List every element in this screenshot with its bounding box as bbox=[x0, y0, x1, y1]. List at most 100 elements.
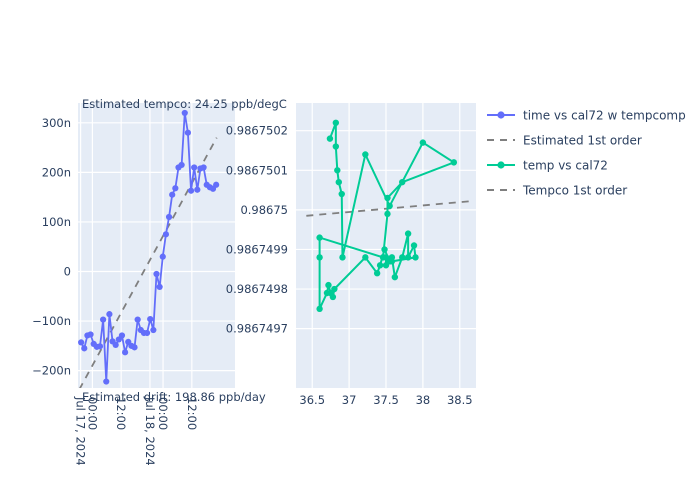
series-marker bbox=[331, 285, 338, 293]
right-y-axis-ticks: 0.9867502 0.9867501 0.98675 0.9867499 0.9867… bbox=[226, 124, 288, 336]
x-tick-label: 12:00 bbox=[185, 397, 199, 430]
x-tick-label: Jul 17, 2024 bbox=[74, 396, 88, 466]
series-marker bbox=[386, 202, 393, 210]
legend-item-label: Tempco 1st order bbox=[522, 184, 627, 198]
series-marker bbox=[339, 254, 346, 261]
series-marker bbox=[399, 178, 406, 186]
right-x-axis-ticks: 36.5 37 37.5 38 38.5 bbox=[299, 393, 472, 407]
legend-item-label: Estimated 1st order bbox=[523, 134, 642, 148]
series-marker bbox=[332, 143, 340, 150]
series-marker bbox=[169, 191, 176, 198]
series-marker bbox=[334, 167, 341, 174]
x-tick-label: 00:00 bbox=[85, 397, 99, 430]
left-y-axis-ticks: 300n 200n 100n 0 −100n −200n bbox=[32, 116, 71, 378]
series-marker bbox=[404, 254, 412, 261]
dashed-trend-line bbox=[79, 137, 218, 388]
series-marker bbox=[143, 329, 151, 337]
estimated-1st-order-line bbox=[79, 137, 218, 388]
x-tick-label: 36.5 bbox=[299, 393, 325, 407]
time-vs-cal72-series bbox=[78, 109, 220, 385]
series-marker bbox=[78, 339, 85, 346]
series-marker bbox=[178, 161, 185, 169]
y-tick-label: −100n bbox=[32, 314, 71, 328]
series-marker bbox=[131, 344, 138, 351]
series-marker bbox=[159, 253, 166, 260]
series-marker bbox=[419, 139, 427, 146]
series-marker bbox=[87, 331, 94, 338]
y-tick-label: 0.9867501 bbox=[226, 163, 288, 177]
x-tick-label: 37 bbox=[342, 393, 357, 407]
series-marker bbox=[332, 119, 340, 126]
y-tick-label: 200n bbox=[42, 165, 71, 179]
estimated-drift-annotation: Estimated drift: 198.86 ppb/day bbox=[82, 390, 266, 404]
series-marker bbox=[410, 242, 418, 249]
series-marker bbox=[96, 343, 104, 350]
x-tick-label: 37.5 bbox=[373, 393, 399, 407]
series-marker bbox=[338, 190, 345, 198]
y-tick-label: 0.9867498 bbox=[226, 282, 288, 296]
x-tick-label: 12:00 bbox=[114, 397, 128, 430]
series-marker bbox=[325, 281, 332, 289]
series-marker bbox=[118, 332, 126, 339]
series-marker bbox=[384, 194, 391, 202]
series-marker bbox=[153, 270, 160, 278]
series-marker bbox=[181, 109, 188, 117]
series-marker bbox=[384, 210, 391, 218]
series-marker bbox=[412, 254, 419, 261]
series-marker bbox=[184, 129, 191, 136]
series-marker bbox=[194, 186, 201, 193]
series-marker bbox=[326, 135, 334, 142]
y-tick-label: 0.9867497 bbox=[226, 322, 288, 336]
legend-item-label: temp vs cal72 bbox=[523, 159, 608, 173]
legend: time vs cal72 w tempcomp Estimated 1st or… bbox=[487, 109, 686, 198]
series-marker bbox=[112, 341, 119, 348]
y-tick-label: −200n bbox=[32, 364, 71, 378]
right-gridlines bbox=[296, 103, 476, 388]
series-marker bbox=[100, 316, 107, 323]
series-marker bbox=[362, 254, 369, 261]
y-tick-label: 0.9867502 bbox=[226, 124, 288, 138]
series-marker bbox=[373, 270, 381, 277]
temp-vs-cal72-series bbox=[316, 119, 458, 313]
series-marker bbox=[156, 283, 163, 290]
series-marker bbox=[381, 246, 388, 253]
series-marker bbox=[165, 213, 173, 221]
series-marker bbox=[213, 181, 220, 188]
series-marker bbox=[191, 164, 198, 171]
y-tick-label: 300n bbox=[42, 116, 71, 130]
series-marker bbox=[134, 316, 141, 323]
series-marker bbox=[335, 178, 342, 186]
estimated-tempco-annotation: Estimated tempco: 24.25 ppb/degC bbox=[82, 97, 287, 111]
series-marker bbox=[450, 159, 458, 166]
series-marker bbox=[122, 349, 129, 356]
legend-swatch-marker bbox=[497, 161, 505, 169]
y-tick-label: 0 bbox=[64, 265, 71, 279]
series-marker bbox=[376, 262, 384, 269]
legend-item-label: time vs cal72 w tempcomp bbox=[523, 109, 686, 123]
series-marker bbox=[404, 230, 412, 237]
y-tick-label: 0.98675 bbox=[240, 203, 288, 217]
x-tick-label: 38 bbox=[416, 393, 431, 407]
series-line bbox=[80, 112, 217, 382]
x-tick-label: Jul 18, 2024 bbox=[143, 396, 157, 466]
series-marker bbox=[200, 164, 207, 171]
x-tick-label: 00:00 bbox=[156, 397, 170, 430]
y-tick-label: 100n bbox=[42, 215, 71, 229]
series-marker bbox=[399, 254, 406, 261]
series-marker bbox=[147, 316, 154, 323]
series-marker bbox=[103, 378, 110, 385]
series-marker bbox=[316, 234, 323, 241]
series-marker bbox=[172, 185, 179, 192]
legend-swatch-marker bbox=[497, 111, 505, 119]
series-marker bbox=[162, 231, 170, 238]
series-marker bbox=[362, 151, 369, 158]
series-marker bbox=[391, 273, 399, 281]
series-marker bbox=[106, 311, 113, 318]
series-marker bbox=[316, 254, 323, 261]
series-marker bbox=[187, 187, 195, 194]
y-tick-label: 0.9867499 bbox=[226, 242, 288, 256]
x-tick-label: 38.5 bbox=[447, 393, 473, 407]
